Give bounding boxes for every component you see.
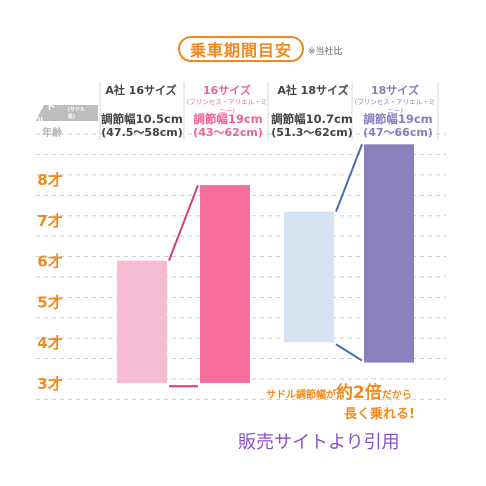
connector-line [168,184,199,261]
y-tick-label: 3才 [37,375,62,393]
range-bar [117,260,167,383]
range-label-4: (47〜66cm) [363,126,433,139]
connector-line [335,143,363,213]
width-label-4: 調節幅19cm [363,112,433,126]
saddle-label: サドル [36,102,56,128]
column-name-3: A社 18サイズ [277,84,349,97]
chart-title-text: 乗車期間目安 [189,41,292,60]
column-sub-2: (プリンセス・アリエル・ミニー) [186,98,268,115]
callout-emphasis: 約2倍 [336,383,382,403]
column-header-1: A社 16サイズ [100,84,182,98]
column-detail-1: 調節幅10.5cm (47.5〜58cm) [100,112,184,140]
saddle-row-label: サドル (サドル高) [36,105,98,121]
column-detail-4: 調節幅19cm (47〜66cm) [356,112,440,140]
column-header-2: 16サイズ (プリンセス・アリエル・ミニー) [184,84,270,116]
callout-suffix: だから [381,390,412,401]
column-detail-3: 調節幅10.7cm (51.3〜62cm) [268,112,356,140]
range-bar [284,211,334,343]
age-row-label: 年齢 [42,128,62,139]
range-label-2: (43〜62cm) [193,126,263,139]
y-tick-label: 8才 [37,171,62,189]
callout-prefix: サドル調節幅が [266,390,336,401]
y-tick-label: 7才 [37,212,62,230]
width-label-3: 調節幅10.7cm [271,112,353,126]
column-name-1: A社 16サイズ [105,84,177,97]
callout-line2: 長く乗れる! [344,407,415,422]
range-bars [117,144,414,383]
column-name-2: 16サイズ [203,84,251,97]
range-bar [364,144,414,363]
column-separators [99,82,439,140]
column-sub-4: (プリンセス・アリエル・ミニー) [354,98,436,115]
y-tick-label: 4才 [37,334,62,352]
chart-title: 乗車期間目安 [178,36,304,62]
column-detail-2: 調節幅19cm (43〜62cm) [186,112,270,140]
range-bar [200,185,250,383]
saddle-sub-label: (サドル高) [67,107,85,120]
source-note: 販売サイトより引用 [238,432,400,453]
y-tick-label: 6才 [37,253,62,271]
callout-text: サドル調節幅が約2倍だから 長く乗れる! [266,378,415,422]
y-tick-label: 5才 [37,293,62,311]
column-header-4: 18サイズ (プリンセス・アリエル・ミニー) [352,84,438,116]
width-label-2: 調節幅19cm [193,112,263,126]
range-label-1: (47.5〜58cm) [101,126,183,139]
width-label-1: 調節幅10.5cm [101,112,183,126]
column-name-4: 18サイズ [371,84,419,97]
connector-lines [168,143,363,388]
connector-line [335,343,363,362]
title-note: ※当社比 [308,47,343,57]
y-tick-labels: 3才 4才 5才 6才 7才 8才 [37,171,62,393]
range-label-3: (51.3〜62cm) [271,126,353,139]
column-header-3: A社 18サイズ [270,84,356,98]
